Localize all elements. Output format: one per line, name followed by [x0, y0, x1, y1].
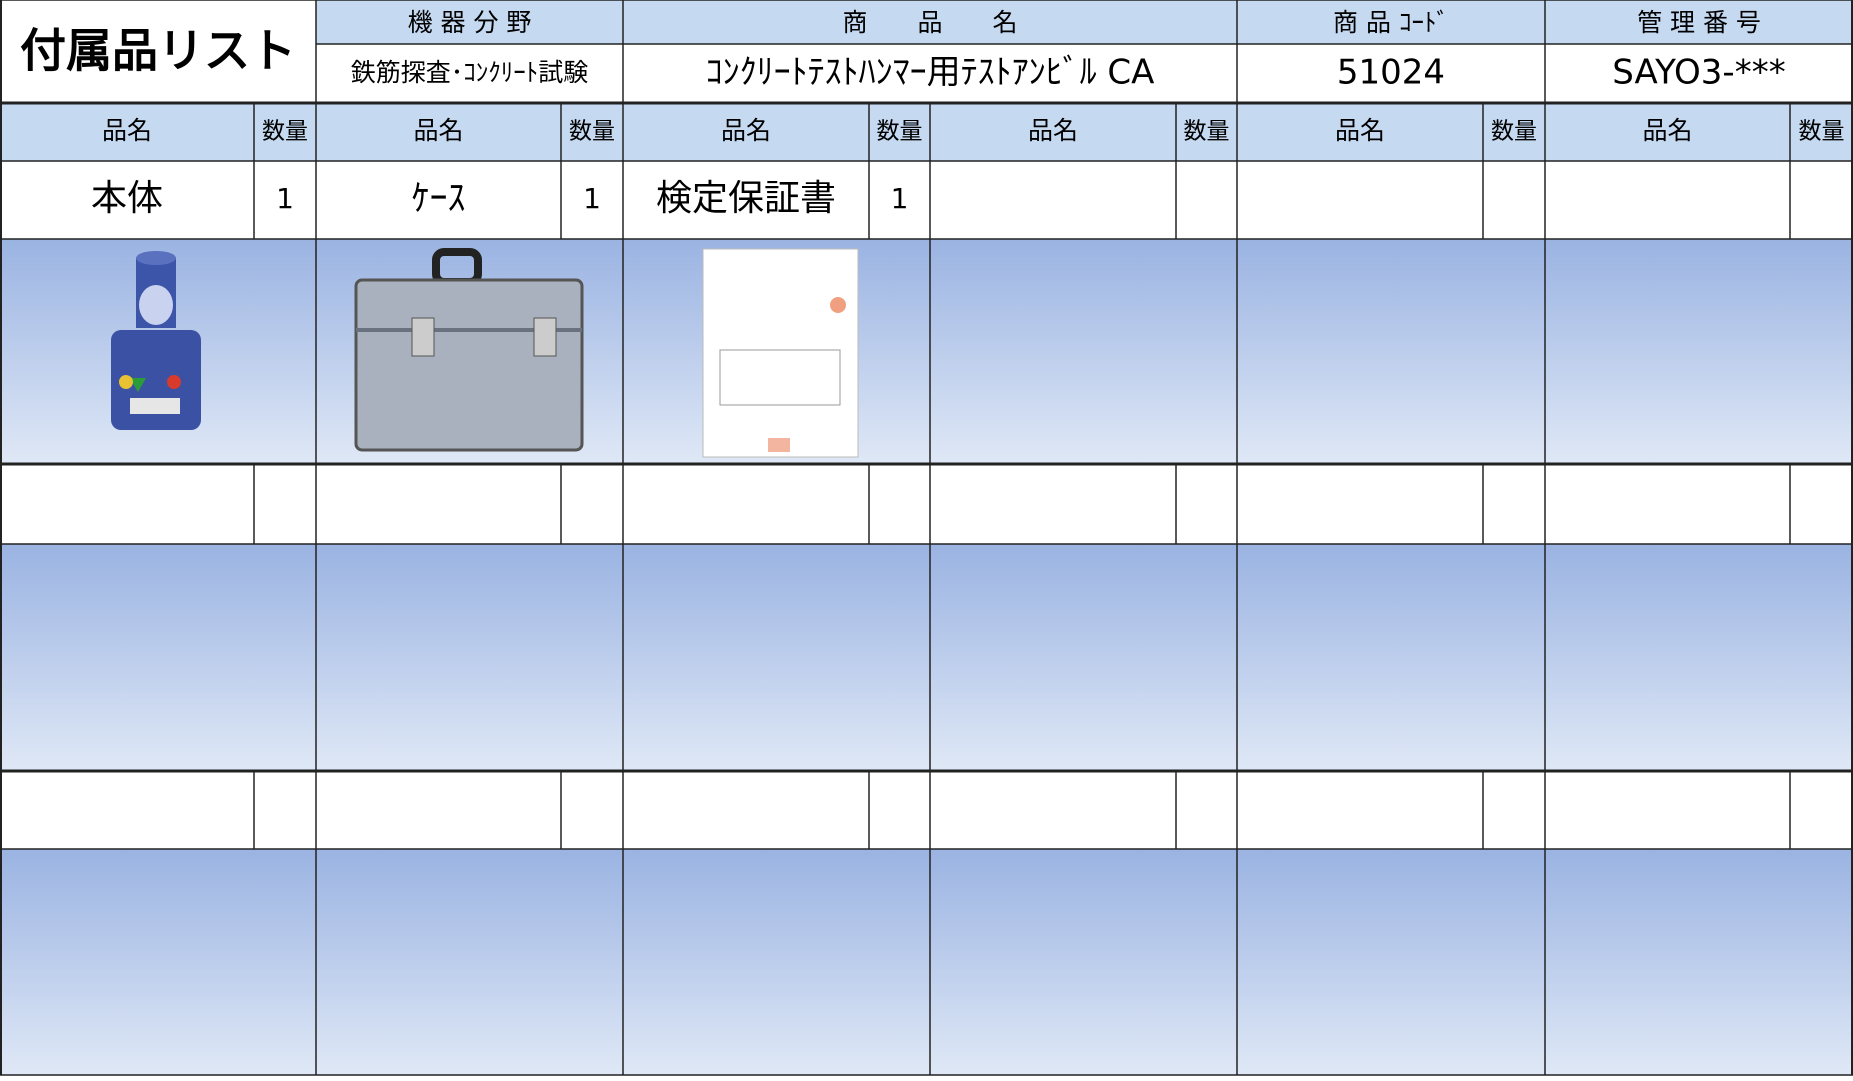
column-name: 品名: [721, 116, 771, 145]
field-label: 商 品 ｺｰﾄﾞ: [1333, 8, 1449, 37]
column-qty: 数量: [877, 119, 923, 145]
item-name: 検定保証書: [656, 178, 836, 219]
column-qty: 数量: [1184, 119, 1230, 145]
certificate-photo: [702, 248, 859, 458]
column-name: 品名: [1028, 116, 1078, 145]
sheet-title: 付属品リスト: [20, 24, 296, 78]
column-name: 品名: [1335, 116, 1385, 145]
body-photo: [111, 251, 201, 430]
field-value: ｺﾝｸﾘｰﾄﾃｽﾄﾊﾝﾏｰ用ﾃｽﾄｱﾝﾋﾞﾙ CA: [706, 53, 1155, 93]
column-qty: 数量: [1799, 119, 1845, 145]
field-label: 機 器 分 野: [408, 8, 532, 37]
field-value: SAYO3-***: [1612, 53, 1785, 93]
column-header-band: [0, 103, 1853, 161]
case-photo: [354, 248, 584, 452]
column-qty: 数量: [1491, 119, 1537, 145]
item-name: ｹｰｽ: [412, 178, 466, 219]
column-name: 品名: [102, 116, 152, 145]
picture-band: [0, 544, 1853, 771]
item-qty: 1: [891, 182, 909, 215]
column-qty: 数量: [569, 119, 615, 145]
field-label: 商 品 名: [842, 8, 1017, 37]
picture-band: [0, 849, 1853, 1075]
field-value: 鉄筋探査･ｺﾝｸﾘｰﾄ試験: [351, 58, 589, 87]
column-name: 品名: [1642, 116, 1692, 145]
column-qty: 数量: [262, 119, 308, 145]
item-qty: 1: [583, 182, 601, 215]
column-name: 品名: [413, 116, 463, 145]
pictures: [111, 248, 859, 458]
picture-band: [0, 239, 1853, 464]
field-label: 管 理 番 号: [1637, 8, 1761, 37]
item-name: 本体: [91, 178, 163, 219]
item-qty: 1: [276, 182, 294, 215]
field-value: 51024: [1337, 53, 1445, 93]
header-label-band: [316, 0, 1853, 44]
